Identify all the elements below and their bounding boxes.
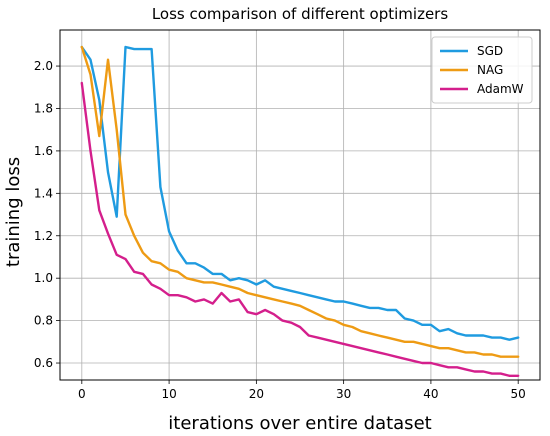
legend-label-sgd: SGD [477, 44, 503, 58]
y-tick-label: 1.0 [34, 271, 53, 285]
y-tick-label: 1.4 [34, 186, 53, 200]
series-layer [80, 45, 520, 377]
series-line-adamw [80, 81, 520, 377]
tick-layer: 0 10 20 30 40 50 0.6 0.8 1.0 1.2 1.4 1.6 1.8 2.0 [34, 59, 526, 401]
x-tick-label: 30 [336, 387, 351, 401]
legend-box [431, 36, 533, 104]
x-tick-label: 40 [423, 387, 438, 401]
series-line-nag [80, 45, 520, 358]
y-tick-label: 1.2 [34, 229, 53, 243]
y-axis-label: training loss [3, 157, 24, 267]
x-tick-label: 0 [78, 387, 86, 401]
legend: SGD NAG AdamW [431, 36, 533, 104]
legend-label-nag: NAG [477, 63, 503, 77]
chart-title: Loss comparison of different optimizers [152, 5, 449, 23]
plot-frame [59, 29, 541, 381]
x-axis-label: iterations over entire dataset [168, 413, 431, 434]
x-tick-label: 20 [249, 387, 264, 401]
y-tick-label: 1.8 [34, 101, 53, 115]
series-line-sgd [80, 45, 520, 341]
y-tick-label: 0.8 [34, 314, 53, 328]
legend-label-adamw: AdamW [477, 82, 524, 96]
y-tick-label: 1.6 [34, 144, 53, 158]
grid [60, 30, 540, 380]
x-tick-label: 50 [511, 387, 526, 401]
y-tick-label: 0.6 [34, 356, 53, 370]
x-tick-label: 10 [161, 387, 176, 401]
y-tick-label: 2.0 [34, 59, 53, 73]
